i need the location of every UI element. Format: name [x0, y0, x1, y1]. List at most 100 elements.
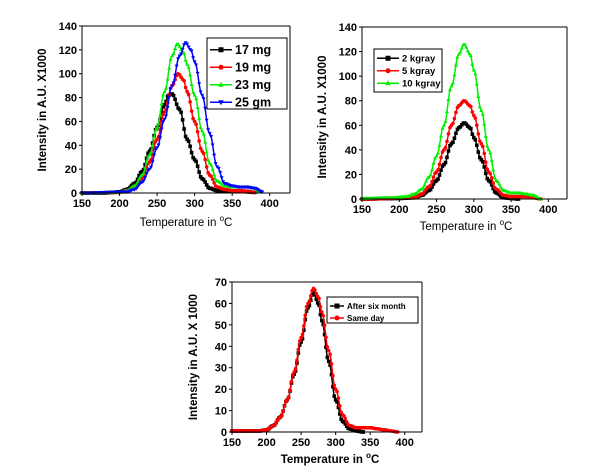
data-point	[137, 183, 142, 187]
data-point	[140, 169, 144, 174]
data-point	[159, 110, 164, 115]
data-point	[480, 112, 485, 116]
data-point	[161, 105, 165, 109]
data-point	[439, 155, 443, 160]
data-point	[436, 150, 441, 155]
data-point	[135, 179, 140, 184]
data-point	[147, 152, 152, 157]
data-point	[317, 303, 321, 307]
data-point	[293, 366, 298, 371]
data-point	[313, 288, 317, 292]
data-point	[318, 312, 323, 317]
data-point	[335, 389, 339, 394]
data-point	[209, 162, 214, 167]
legend-marker	[385, 68, 391, 74]
data-point	[134, 180, 138, 185]
data-point	[203, 157, 207, 162]
data-point	[332, 383, 337, 388]
data-point	[344, 424, 349, 428]
data-point	[182, 127, 186, 131]
legend-label: Same day	[347, 314, 385, 323]
data-point	[197, 170, 201, 174]
x-tick-label: 200	[257, 437, 275, 449]
data-point	[147, 167, 152, 172]
data-point	[200, 128, 205, 133]
x-axis-label: Temperature in oC	[140, 214, 233, 229]
data-point	[177, 107, 182, 112]
data-point	[458, 125, 463, 129]
y-tick-label: 0	[71, 188, 77, 200]
data-point	[173, 97, 177, 102]
chart-panel-dose: Intensity in A.U. X1000 Temperature in o…	[317, 22, 568, 233]
data-point	[161, 112, 165, 117]
data-point	[488, 171, 493, 176]
data-point	[476, 150, 481, 154]
data-point	[470, 62, 475, 66]
data-point	[153, 127, 158, 132]
data-point	[479, 141, 484, 146]
data-point	[183, 134, 188, 139]
data-point	[473, 137, 478, 142]
data-point	[304, 304, 309, 309]
x-tick-label: 400	[261, 198, 279, 210]
data-point	[483, 134, 488, 138]
y-tick-label: 70	[215, 277, 227, 289]
data-point	[431, 182, 436, 186]
data-point	[477, 155, 482, 160]
data-point	[443, 119, 448, 123]
data-point	[479, 157, 484, 162]
data-point	[451, 121, 455, 126]
data-point	[343, 416, 348, 421]
data-point	[335, 400, 339, 404]
data-point	[477, 139, 482, 143]
legend-marker	[334, 303, 340, 309]
data-point	[135, 185, 140, 190]
data-point	[158, 112, 163, 117]
data-point	[470, 132, 475, 136]
data-point	[445, 139, 449, 144]
data-point	[185, 62, 190, 66]
data-point	[317, 296, 321, 301]
data-point	[195, 164, 200, 168]
data-point	[141, 179, 146, 184]
data-point	[462, 42, 467, 47]
x-tick-label: 350	[361, 437, 379, 449]
data-point	[165, 106, 170, 110]
x-tick-label: 250	[427, 204, 445, 216]
data-point	[297, 339, 302, 343]
y-axis-label: Intensity in A.U. X1000	[37, 49, 49, 172]
data-point	[467, 51, 472, 56]
legend: After six month Same day	[326, 296, 419, 324]
data-point	[137, 176, 142, 181]
data-point	[489, 158, 494, 162]
data-point	[476, 132, 481, 136]
x-tick-label: 300	[465, 204, 483, 216]
data-point	[194, 122, 198, 127]
data-point	[141, 167, 146, 172]
data-point	[173, 46, 178, 50]
data-point	[134, 182, 139, 187]
data-point	[176, 57, 181, 61]
data-point	[141, 171, 146, 175]
data-point	[212, 172, 217, 177]
data-point	[252, 190, 257, 195]
data-point	[185, 137, 189, 142]
x-tick-label: 150	[73, 198, 91, 210]
data-point	[445, 109, 449, 114]
data-point	[194, 63, 199, 68]
data-point	[452, 72, 457, 77]
data-point	[324, 335, 328, 340]
x-axis-label: Temperature in oC	[420, 218, 513, 233]
data-point	[497, 181, 502, 186]
legend-label: After six month	[347, 302, 406, 311]
data-point	[282, 403, 287, 408]
data-point	[474, 81, 479, 86]
data-point	[308, 294, 313, 298]
legend-marker	[218, 100, 224, 106]
data-point	[436, 177, 440, 181]
y-tick-label: 20	[345, 169, 357, 181]
data-point	[143, 176, 148, 180]
data-point	[219, 176, 224, 180]
legend-label: 10 kgray	[402, 79, 441, 90]
